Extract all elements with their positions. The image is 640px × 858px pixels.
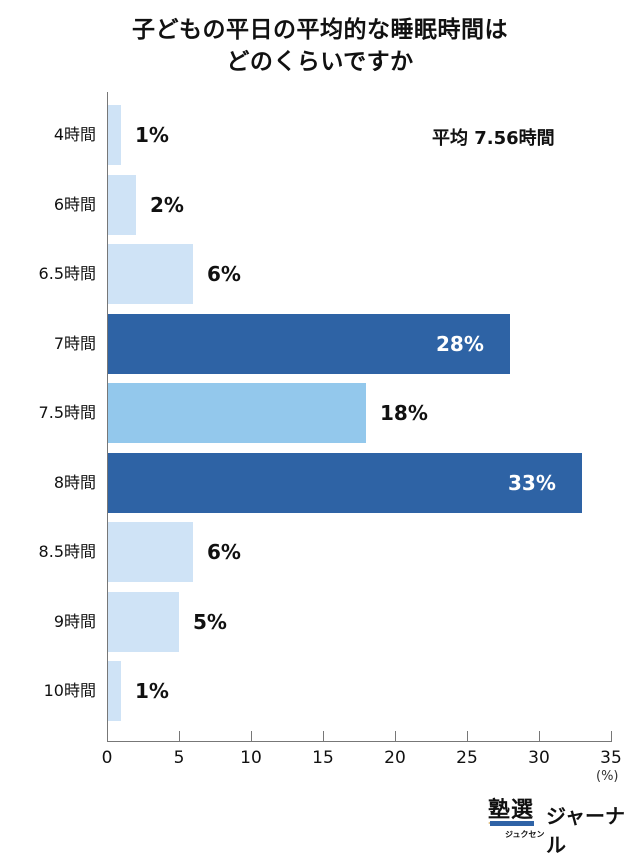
value-label: 1%: [135, 679, 169, 703]
value-label: 28%: [436, 332, 484, 356]
bar: [108, 105, 121, 165]
x-tick-label: 15: [312, 748, 334, 768]
x-tick-label: 0: [101, 748, 113, 768]
x-tick-label: 10: [240, 748, 262, 768]
value-label: 18%: [380, 401, 428, 425]
category-label: 6.5時間: [38, 264, 96, 283]
category-label: 6時間: [53, 195, 96, 214]
value-label: 6%: [207, 262, 241, 286]
logo-kana: ジュクセン: [505, 830, 545, 839]
value-label: 33%: [508, 471, 556, 495]
value-label: 6%: [207, 540, 241, 564]
x-tick: [395, 731, 396, 741]
chart-title-line-2: どのくらいですか: [226, 49, 414, 75]
bar: [108, 175, 136, 235]
chart-title-line-1: 子どもの平日の平均的な睡眠時間は: [132, 17, 508, 43]
bar: [108, 522, 193, 582]
category-label: 8.5時間: [38, 542, 96, 561]
bar: [108, 314, 510, 374]
x-tick: [251, 731, 252, 741]
category-label: 7時間: [53, 334, 96, 353]
value-label: 2%: [150, 193, 184, 217]
chart-title: 子どもの平日の平均的な睡眠時間は どのくらいですか: [0, 14, 640, 78]
y-axis-line: [107, 92, 108, 742]
value-label: 5%: [193, 610, 227, 634]
x-tick-label: 25: [456, 748, 478, 768]
value-label: 1%: [135, 123, 169, 147]
logo-kanji: 塾選: [488, 798, 535, 823]
x-tick-label: 20: [384, 748, 406, 768]
category-label: 4時間: [53, 125, 96, 144]
x-tick: [467, 731, 468, 741]
bar: [108, 453, 582, 513]
x-tick-label: 35: [600, 748, 622, 768]
bar: [108, 383, 366, 443]
category-label: 7.5時間: [38, 403, 96, 422]
bar: [108, 661, 121, 721]
category-label: 8時間: [53, 473, 96, 492]
x-tick: [611, 731, 612, 741]
brand-logo: 塾選 ジュクセン ジャーナル: [488, 792, 628, 857]
bar: [108, 592, 179, 652]
x-tick-label: 5: [173, 748, 185, 768]
x-tick: [179, 731, 180, 741]
bar: [108, 244, 193, 304]
x-tick: [539, 731, 540, 741]
logo-text: ジャーナル: [546, 804, 625, 857]
x-axis-unit: (%): [596, 769, 619, 784]
x-tick-label: 30: [528, 748, 550, 768]
x-tick: [323, 731, 324, 741]
average-annotation: 平均 7.56時間: [432, 128, 555, 149]
logo-underline: [490, 821, 534, 826]
x-axis-line: [107, 741, 612, 742]
category-label: 9時間: [53, 612, 96, 631]
category-label: 10時間: [43, 681, 96, 700]
